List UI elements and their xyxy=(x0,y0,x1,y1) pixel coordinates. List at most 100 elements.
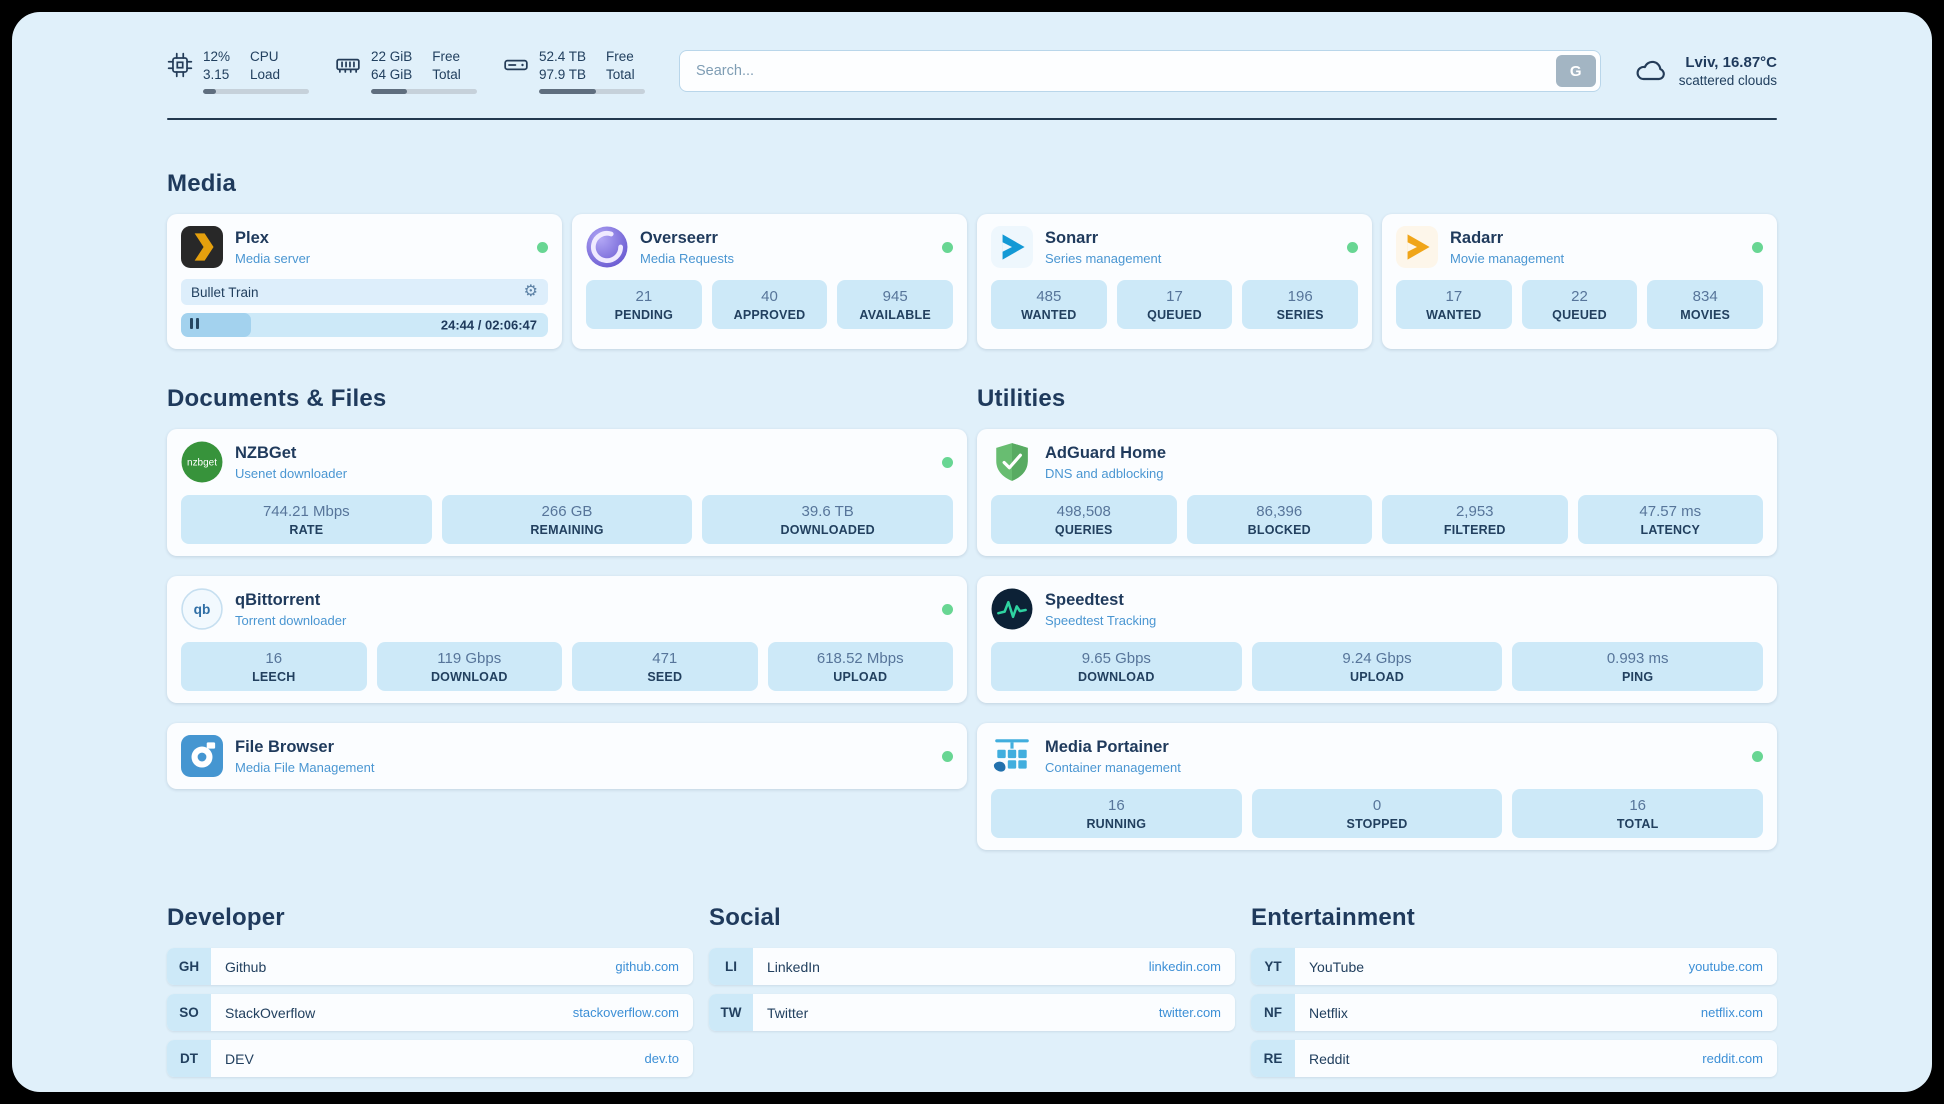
memory-total-value: 64 GiB xyxy=(371,66,413,82)
cpu-chip-icon xyxy=(167,52,193,78)
stat-tile: 16 RUNNING xyxy=(991,789,1242,839)
stat-tile: 744.21 Mbps RATE xyxy=(181,495,432,545)
section-title-documents: Documents & Files xyxy=(167,385,387,413)
stat-tile: 119 Gbps DOWNLOAD xyxy=(376,642,562,692)
bookmark-linkedin[interactable]: LI LinkedIn linkedin.com xyxy=(709,948,1235,986)
status-dot xyxy=(942,456,953,468)
stat-tile: 834 MOVIES xyxy=(1647,280,1763,330)
stat-tile: 22 QUEUED xyxy=(1521,280,1638,330)
status-dot xyxy=(1752,241,1763,253)
filebrowser-card[interactable]: File Browser Media File Management xyxy=(167,723,967,790)
radarr-icon xyxy=(1396,226,1438,269)
bookmark-netflix[interactable]: NF Netflix netflix.com xyxy=(1251,994,1777,1032)
adguard-card[interactable]: AdGuard Home DNS and adblocking 498,508 … xyxy=(977,429,1777,557)
disk-progress-bar xyxy=(539,89,645,95)
bookmark-stackoverflow[interactable]: SO StackOverflow stackoverflow.com xyxy=(167,994,693,1032)
utilities-column: Utilities xyxy=(977,349,1777,851)
bookmark-abbr-badge: GH xyxy=(167,948,211,986)
stat-tile: 86,396 BLOCKED xyxy=(1186,495,1372,545)
app-subtitle: DNS and adblocking xyxy=(1045,465,1164,481)
app-subtitle: Media server xyxy=(235,250,311,266)
sonarr-icon xyxy=(991,226,1033,269)
app-name: Sonarr xyxy=(1045,228,1099,247)
status-dot xyxy=(1347,241,1358,253)
bookmarks-section: Developer GH Github github.com SO StackO… xyxy=(167,904,1777,1078)
cpu-label: CPU xyxy=(250,49,279,64)
sonarr-card[interactable]: Sonarr Series management 485 WANTED 17 Q… xyxy=(977,214,1372,350)
stat-value: 16 xyxy=(1629,797,1646,815)
stat-tile: 40 APPROVED xyxy=(711,280,828,330)
memory-icon xyxy=(335,52,361,78)
search-bar: G xyxy=(679,50,1601,93)
radarr-card[interactable]: Radarr Movie management 17 WANTED 22 QUE… xyxy=(1382,214,1777,350)
section-title-utilities: Utilities xyxy=(977,385,1066,413)
stat-tile: 2,953 FILTERED xyxy=(1382,495,1568,545)
app-name: qBittorrent xyxy=(235,590,321,609)
adguard-shield-icon xyxy=(991,441,1033,483)
stat-label: MOVIES xyxy=(1680,308,1731,323)
top-bar: 12% 3.15 CPU Load xyxy=(12,12,1932,95)
search-engine-button[interactable]: G xyxy=(1555,55,1596,88)
stat-tile: 9.65 Gbps DOWNLOAD xyxy=(991,642,1242,692)
bookmark-link[interactable]: dev.to xyxy=(644,1051,679,1067)
stat-tile: 618.52 Mbps UPLOAD xyxy=(767,642,953,692)
cpu-progress-bar xyxy=(203,89,309,95)
dashboard-content: Media Plex Media server xyxy=(12,170,1932,1092)
bookmark-link[interactable]: linkedin.com xyxy=(1148,959,1221,975)
bookmark-link[interactable]: stackoverflow.com xyxy=(572,1005,679,1021)
bookmark-link[interactable]: youtube.com xyxy=(1688,959,1763,975)
memory-free-value: 22 GiB xyxy=(371,49,413,64)
stat-value: 119 Gbps xyxy=(437,650,502,668)
stat-value: 21 xyxy=(635,288,653,306)
cpu-usage-value: 12% xyxy=(203,49,231,64)
memory-free-label: Free xyxy=(432,49,461,64)
app-subtitle: Media File Management xyxy=(235,759,375,775)
stat-value: 17 xyxy=(1445,288,1463,306)
now-playing-title: Bullet Train xyxy=(191,284,259,300)
search-input[interactable] xyxy=(679,50,1601,93)
bookmark-youtube[interactable]: YT YouTube youtube.com xyxy=(1251,948,1777,986)
status-dot xyxy=(942,603,953,615)
plex-icon xyxy=(181,226,223,269)
bookmark-link[interactable]: reddit.com xyxy=(1702,1051,1763,1067)
bookmark-link[interactable]: twitter.com xyxy=(1158,1005,1221,1021)
bookmark-twitter[interactable]: TW Twitter twitter.com xyxy=(709,994,1235,1032)
stat-label: TOTAL xyxy=(1616,817,1659,832)
stat-label: SERIES xyxy=(1276,308,1324,323)
app-name: Plex xyxy=(235,228,269,247)
speedtest-icon xyxy=(991,588,1033,630)
weather-condition: scattered clouds xyxy=(1678,73,1777,89)
bookmark-link[interactable]: netflix.com xyxy=(1700,1005,1763,1021)
bookmark-dev[interactable]: DT DEV dev.to xyxy=(167,1040,693,1078)
plex-card[interactable]: Plex Media server Bullet Train ⚙ 24:44 /… xyxy=(167,214,562,350)
stat-label: WANTED xyxy=(1426,308,1482,323)
gear-icon[interactable]: ⚙ xyxy=(523,283,538,301)
overseerr-card[interactable]: Overseerr Media Requests 21 PENDING 40 A… xyxy=(572,214,967,350)
weather-widget: Lviv, 16.87°C scattered clouds xyxy=(1635,54,1777,88)
stat-label: SEED xyxy=(647,670,683,685)
app-subtitle: Media Requests xyxy=(640,250,734,266)
stat-tile: 21 PENDING xyxy=(586,280,702,330)
stat-tile: 266 GB REMAINING xyxy=(441,495,693,545)
pause-icon[interactable] xyxy=(190,316,202,334)
stat-label: LEECH xyxy=(252,670,296,685)
speedtest-card[interactable]: Speedtest Speedtest Tracking 9.65 Gbps D… xyxy=(977,576,1777,704)
qbittorrent-card[interactable]: qb qBittorrent Torrent downloader xyxy=(167,576,967,704)
stat-value: 40 xyxy=(761,288,778,306)
bookmark-reddit[interactable]: RE Reddit reddit.com xyxy=(1251,1040,1777,1078)
bookmark-link[interactable]: github.com xyxy=(615,959,679,975)
bookmark-github[interactable]: GH Github github.com xyxy=(167,948,693,986)
status-dot xyxy=(942,241,953,253)
portainer-card[interactable]: Media Portainer Container management 16 … xyxy=(977,723,1777,851)
stat-value: 47.57 ms xyxy=(1639,503,1702,521)
nzbget-card[interactable]: nzbget NZBGet Usenet downloader 74 xyxy=(167,429,967,557)
memory-monitor: 22 GiB 64 GiB Free Total xyxy=(335,48,477,95)
weather-location: Lviv, 16.87°C xyxy=(1685,54,1777,72)
disk-progress-fill xyxy=(539,89,597,95)
section-title-entertainment: Entertainment xyxy=(1251,904,1415,932)
stat-value: 2,953 xyxy=(1455,503,1494,521)
bookmark-abbr-badge: RE xyxy=(1251,1040,1295,1078)
middle-columns: Documents & Files nzbget xyxy=(167,349,1777,851)
playback-time: 24:44 / 02:06:47 xyxy=(440,317,537,333)
bookmark-name: StackOverflow xyxy=(225,1004,316,1021)
